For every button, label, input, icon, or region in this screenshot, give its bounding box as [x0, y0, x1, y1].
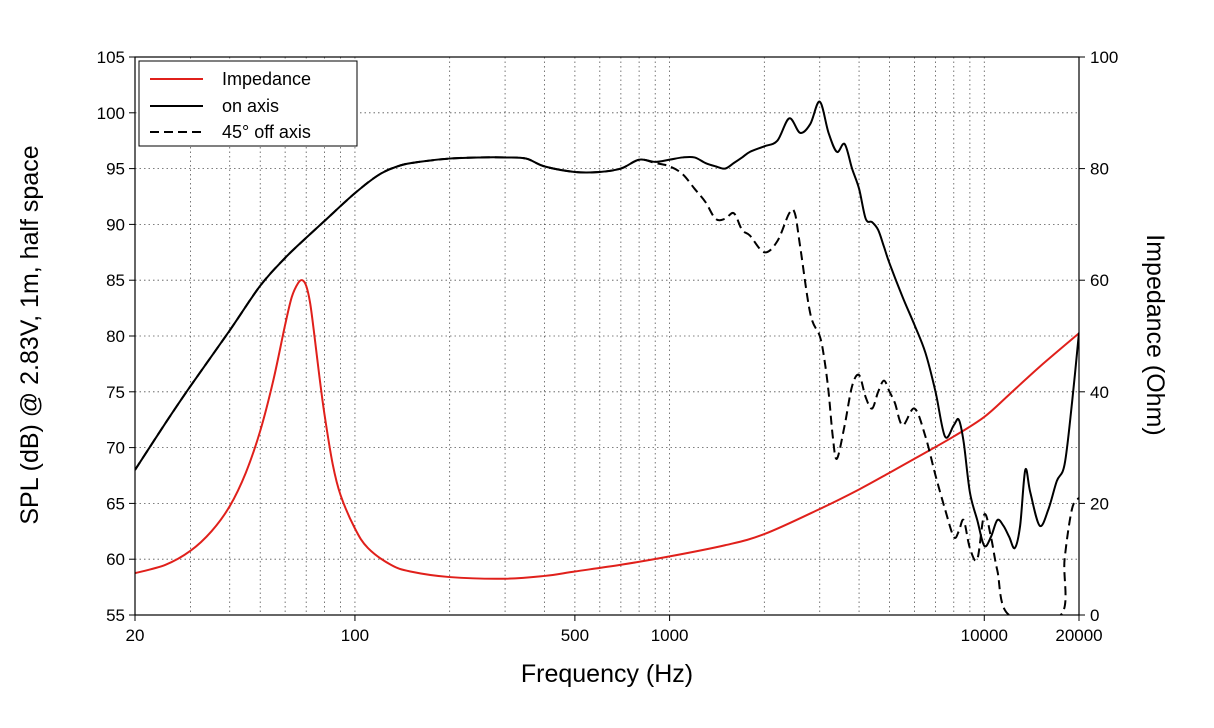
series-line-45-off-axis	[135, 156, 1079, 615]
y-right-tick-label: 40	[1090, 383, 1109, 402]
x-axis-title: Frequency (Hz)	[521, 660, 693, 688]
legend-box	[138, 60, 358, 147]
y-tick-label: 80	[106, 327, 125, 346]
legend-label-on-axis: on axis	[222, 96, 279, 116]
y-tick-label: 65	[106, 494, 125, 513]
y-tick-label: 90	[106, 215, 125, 234]
x-tick-label: 20000	[1055, 626, 1102, 645]
series-layer	[135, 100, 1079, 615]
tick-marks: 55 60 65 70 75 80 85 90 95 100 105 0 20 40 60 80 100 20 10…	[97, 48, 1119, 645]
y-tick-label: 75	[106, 383, 125, 402]
x-tick-label: 10000	[961, 626, 1008, 645]
y-right-tick-label: 60	[1090, 271, 1109, 290]
y-axis-title-left: SPL (dB) @ 2.83V, 1m, half space	[16, 145, 44, 524]
y-tick-label: 60	[106, 550, 125, 569]
y-tick-label: 85	[106, 271, 125, 290]
y-tick-label: 95	[106, 160, 125, 179]
y-right-tick-label: 0	[1090, 606, 1099, 625]
legend: Impedance on axis 45° off axis	[138, 60, 358, 147]
y-tick-label: 105	[97, 48, 125, 67]
y-tick-label: 100	[97, 104, 125, 123]
x-tick-label: 20	[126, 626, 145, 645]
legend-label-impedance: Impedance	[222, 69, 311, 89]
grid-lines	[135, 57, 1079, 615]
y-tick-label: 55	[106, 606, 125, 625]
x-tick-label: 500	[561, 626, 589, 645]
series-line-impedance	[135, 279, 1079, 580]
legend-label-off-axis: 45° off axis	[222, 122, 311, 142]
y-tick-label: 70	[106, 439, 125, 458]
y-right-tick-label: 80	[1090, 160, 1109, 179]
x-tick-label: 1000	[651, 626, 689, 645]
y-right-tick-label: 100	[1090, 48, 1118, 67]
x-tick-label: 100	[341, 626, 369, 645]
y-right-tick-label: 20	[1090, 494, 1109, 513]
y-axis-title-right: Impedance (Ohm)	[1141, 234, 1169, 435]
